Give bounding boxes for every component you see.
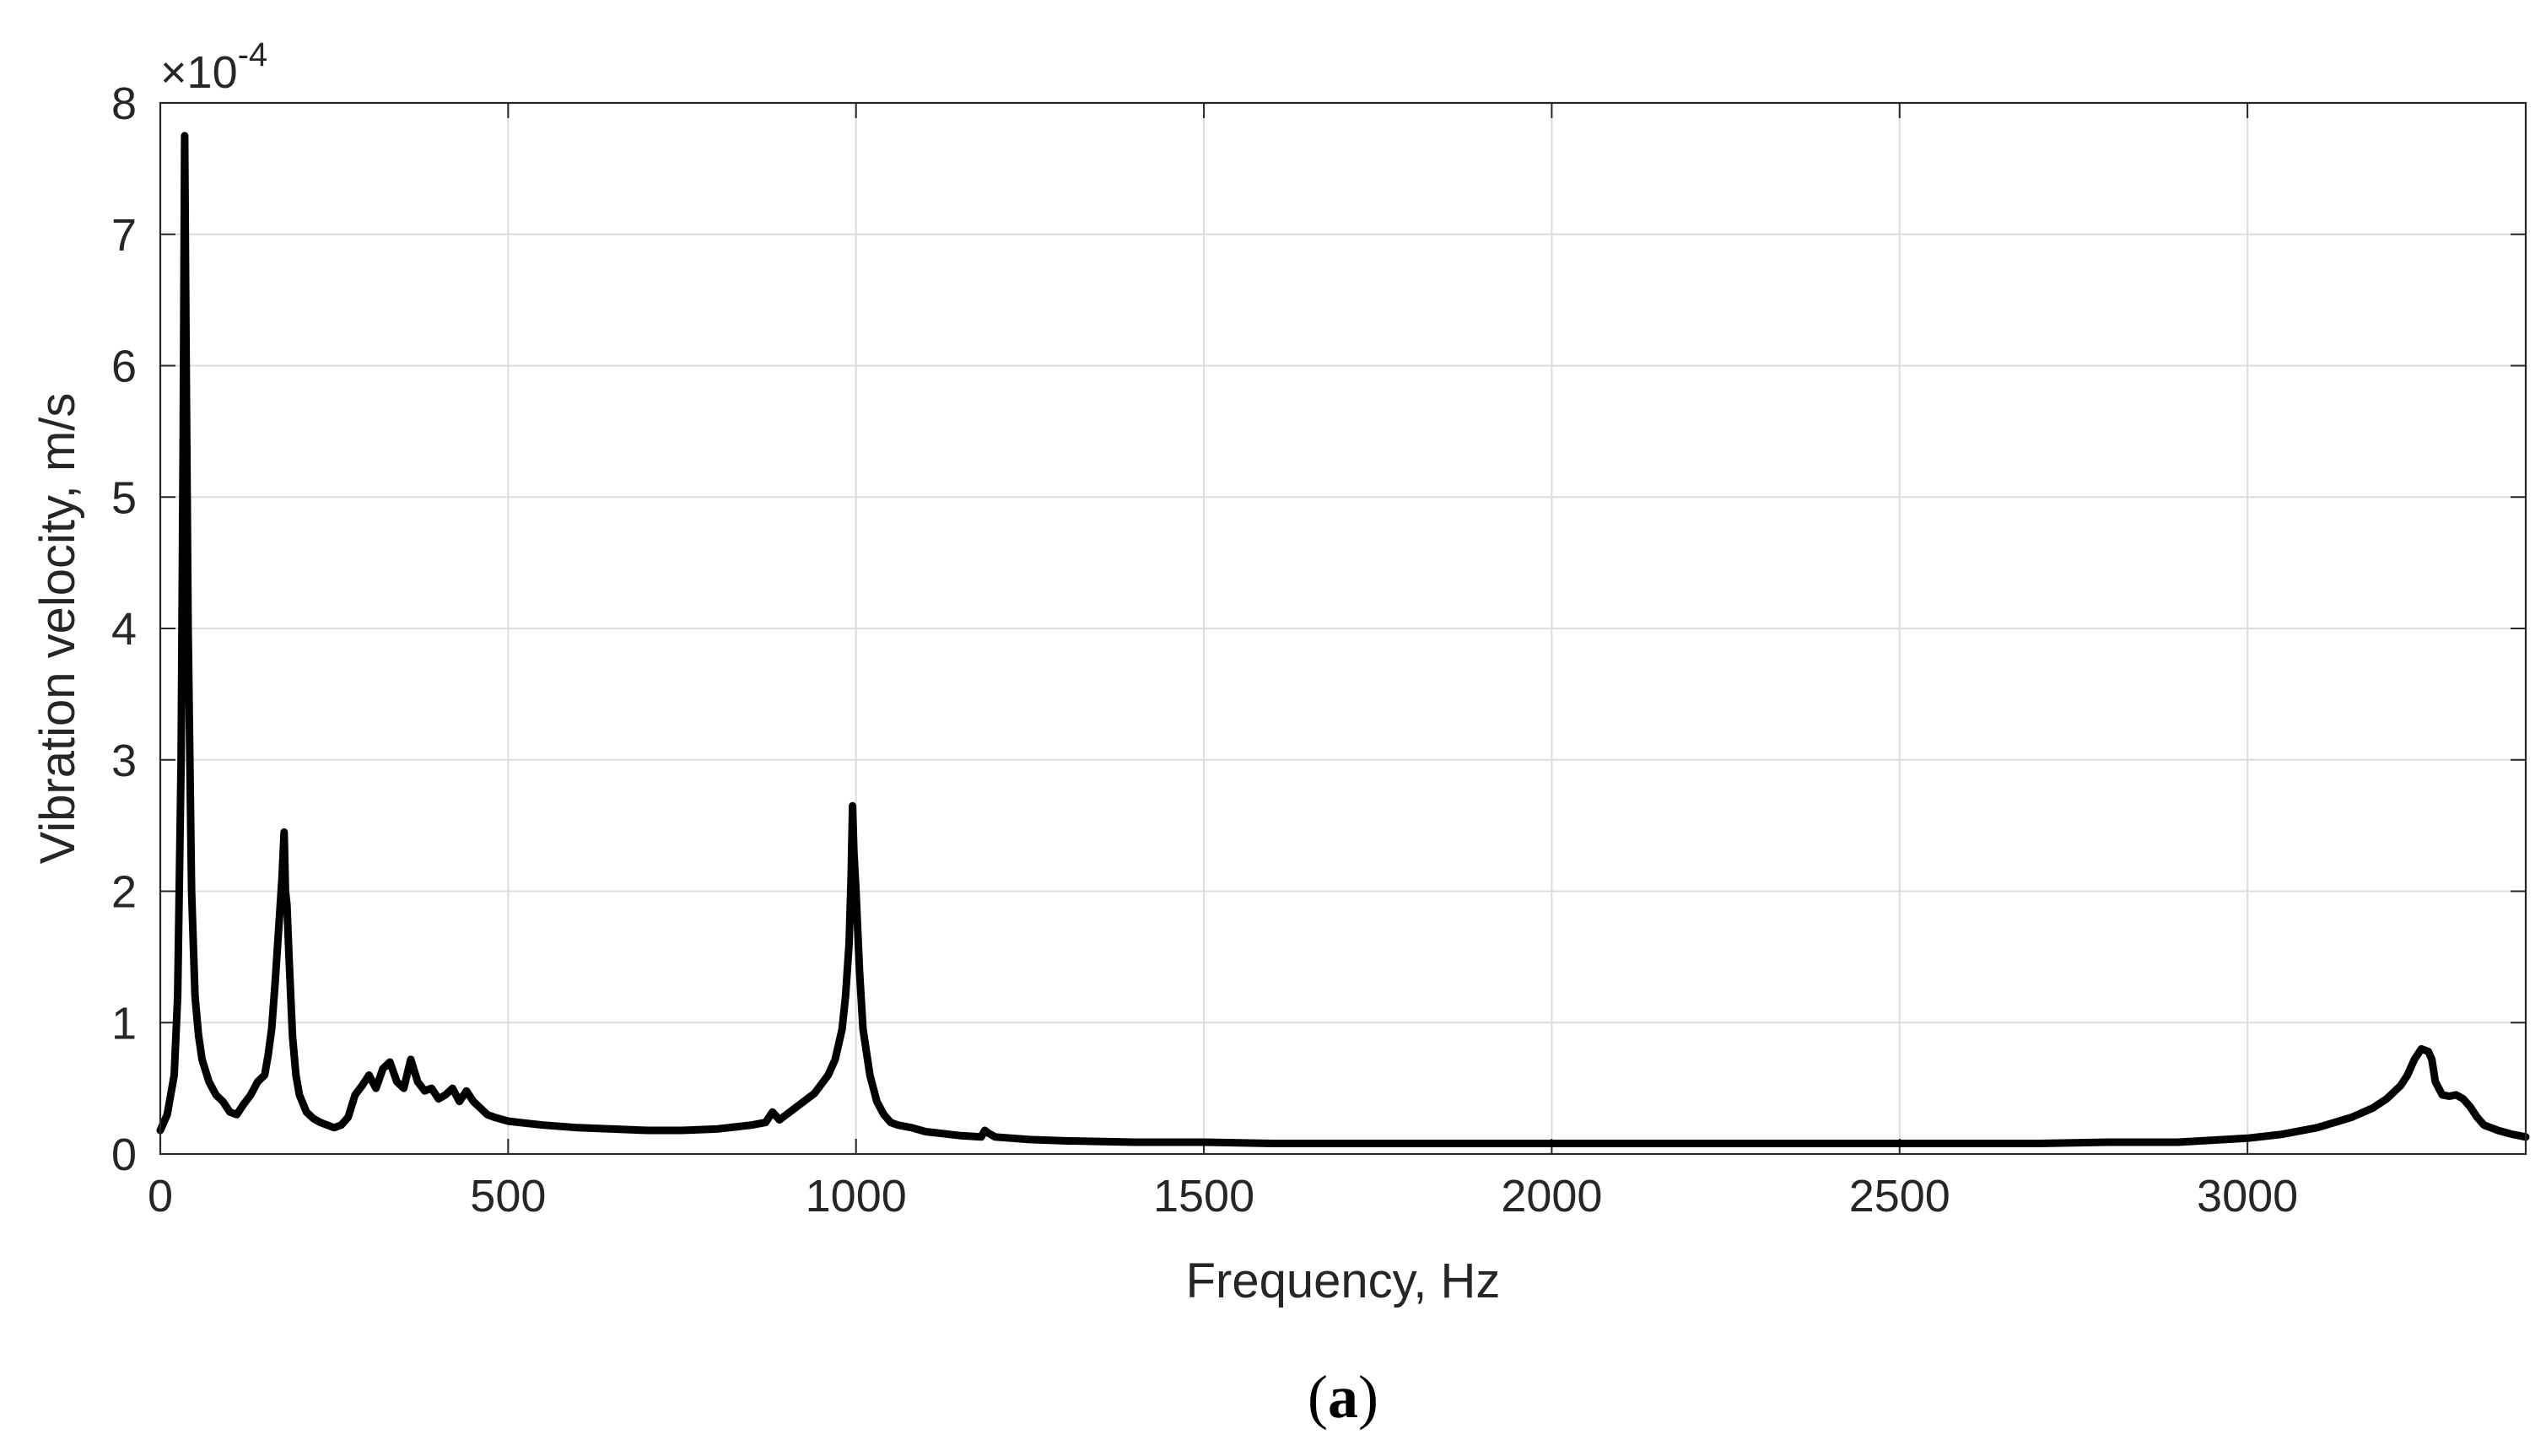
x-tick-label: 1500 [1153,1171,1254,1221]
y-tick-label: 1 [111,998,137,1049]
y-tick-label: 4 [111,604,137,655]
x-tick-label: 2500 [1849,1171,1950,1221]
y-axis-exponent: ×10-4 [160,36,267,98]
y-tick-label: 2 [111,867,137,918]
y-axis-title: Vibration velocity, m/s [30,393,85,865]
y-tick-label: 8 [111,78,137,129]
y-tick-labels: 0 1 2 3 4 5 6 7 8 [111,78,137,1180]
y-tick-label: 5 [111,472,137,523]
panel-label-letter: a [1328,1363,1358,1431]
y-exponent-prefix: ×10 [160,47,238,98]
data-series [156,132,2530,1147]
panel-label-close: ) [1358,1363,1378,1431]
axes-box [159,101,2527,1156]
plot-area [156,101,2530,1156]
y-tick-label: 7 [111,210,137,261]
x-tick-labels: 0 500 1000 1500 2000 2500 3000 [148,1171,2298,1221]
x-tick-label: 3000 [2197,1171,2298,1221]
x-axis-title: Frequency, Hz [1186,1254,1501,1308]
y-tick-label: 6 [111,342,137,392]
y-exponent-value: -4 [238,36,268,73]
y-tick-label: 3 [111,736,137,786]
x-tick-label: 1000 [806,1171,907,1221]
grid [160,103,2526,1154]
x-tick-label: 500 [470,1171,546,1221]
panel-label-open: ( [1308,1363,1328,1431]
panel-label: (a) [1308,1363,1378,1431]
y-tick-label: 0 [111,1130,137,1180]
x-tick-label: 0 [148,1171,173,1221]
series-line-1 [156,132,2530,1147]
x-tick-label: 2000 [1501,1171,1602,1221]
